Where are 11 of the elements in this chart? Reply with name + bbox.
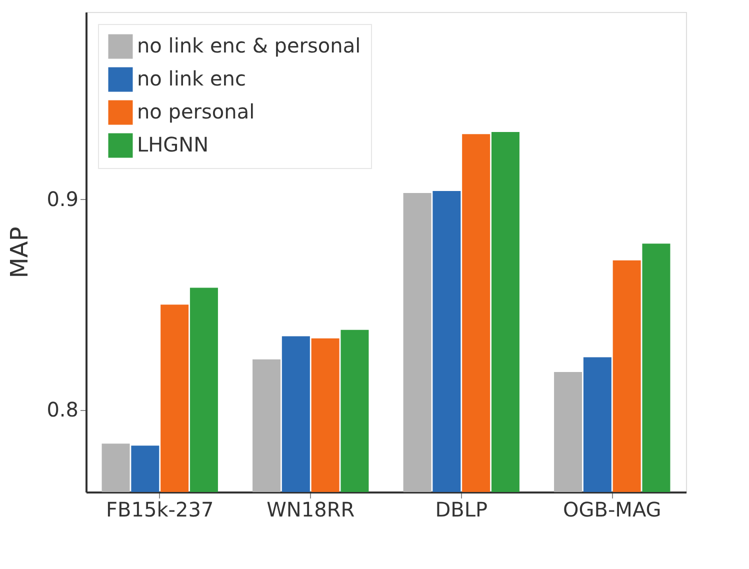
x-tick-label: DBLP	[435, 498, 488, 522]
legend-label: LHGNN	[137, 132, 209, 156]
x-tick-label: WN18RR	[266, 498, 355, 522]
y-tick-label: 0.8	[46, 397, 78, 422]
y-tick-label: 0.9	[46, 186, 78, 211]
legend-label: no link enc	[137, 66, 246, 90]
legend-label: no link enc & personal	[137, 34, 361, 58]
x-tick-label: OGB-MAG	[563, 498, 662, 522]
legend-label: no personal	[137, 100, 255, 124]
x-tick-label: FB15k-237	[106, 498, 214, 522]
y-axis-title: MAP	[6, 226, 34, 278]
